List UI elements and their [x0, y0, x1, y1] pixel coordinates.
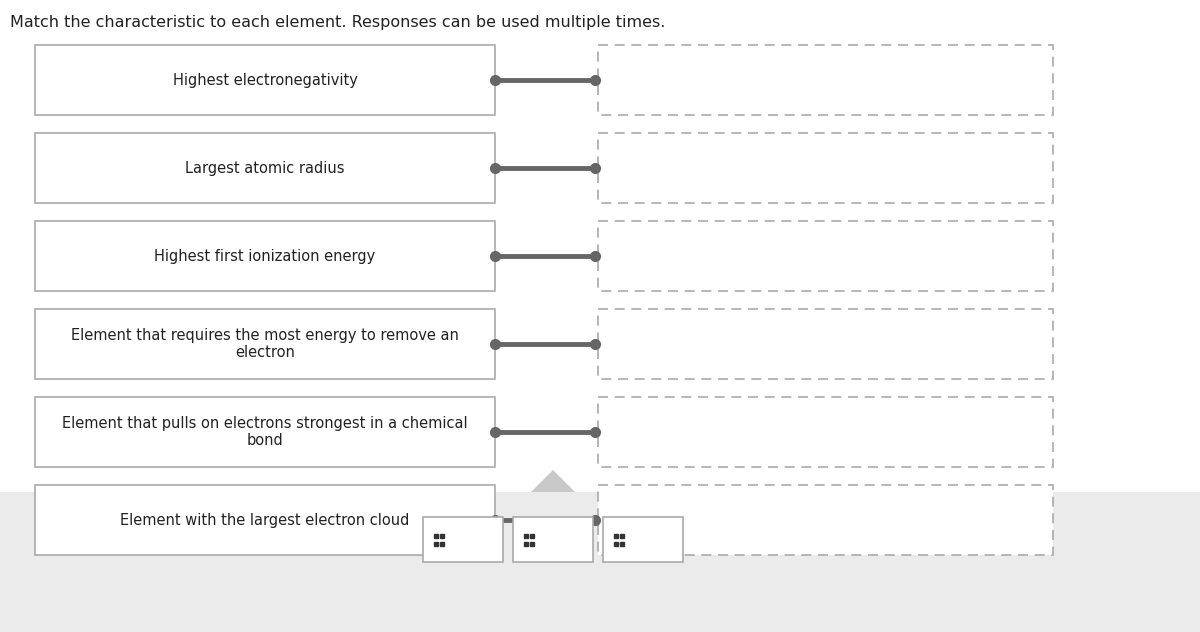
FancyBboxPatch shape	[604, 517, 683, 562]
Text: Fr: Fr	[558, 530, 572, 549]
FancyBboxPatch shape	[598, 45, 1054, 115]
Text: Highest electronegativity: Highest electronegativity	[173, 73, 358, 87]
FancyBboxPatch shape	[514, 517, 593, 562]
Polygon shape	[530, 470, 575, 492]
Text: Element with the largest electron cloud: Element with the largest electron cloud	[120, 513, 409, 528]
FancyBboxPatch shape	[35, 45, 496, 115]
FancyBboxPatch shape	[35, 485, 496, 555]
FancyBboxPatch shape	[35, 309, 496, 379]
Text: He: He	[643, 530, 666, 549]
Text: Element that pulls on electrons strongest in a chemical
bond: Element that pulls on electrons stronges…	[62, 416, 468, 448]
FancyBboxPatch shape	[598, 309, 1054, 379]
FancyBboxPatch shape	[598, 485, 1054, 555]
Text: Match the characteristic to each element. Responses can be used multiple times.: Match the characteristic to each element…	[10, 15, 665, 30]
FancyBboxPatch shape	[598, 397, 1054, 467]
FancyBboxPatch shape	[0, 492, 1200, 632]
FancyBboxPatch shape	[598, 133, 1054, 203]
Text: F: F	[470, 530, 480, 549]
Text: Largest atomic radius: Largest atomic radius	[185, 161, 344, 176]
FancyBboxPatch shape	[35, 221, 496, 291]
FancyBboxPatch shape	[424, 517, 503, 562]
FancyBboxPatch shape	[35, 397, 496, 467]
Text: Element that requires the most energy to remove an
electron: Element that requires the most energy to…	[71, 328, 458, 360]
FancyBboxPatch shape	[35, 133, 496, 203]
Text: Highest first ionization energy: Highest first ionization energy	[155, 248, 376, 264]
FancyBboxPatch shape	[598, 221, 1054, 291]
